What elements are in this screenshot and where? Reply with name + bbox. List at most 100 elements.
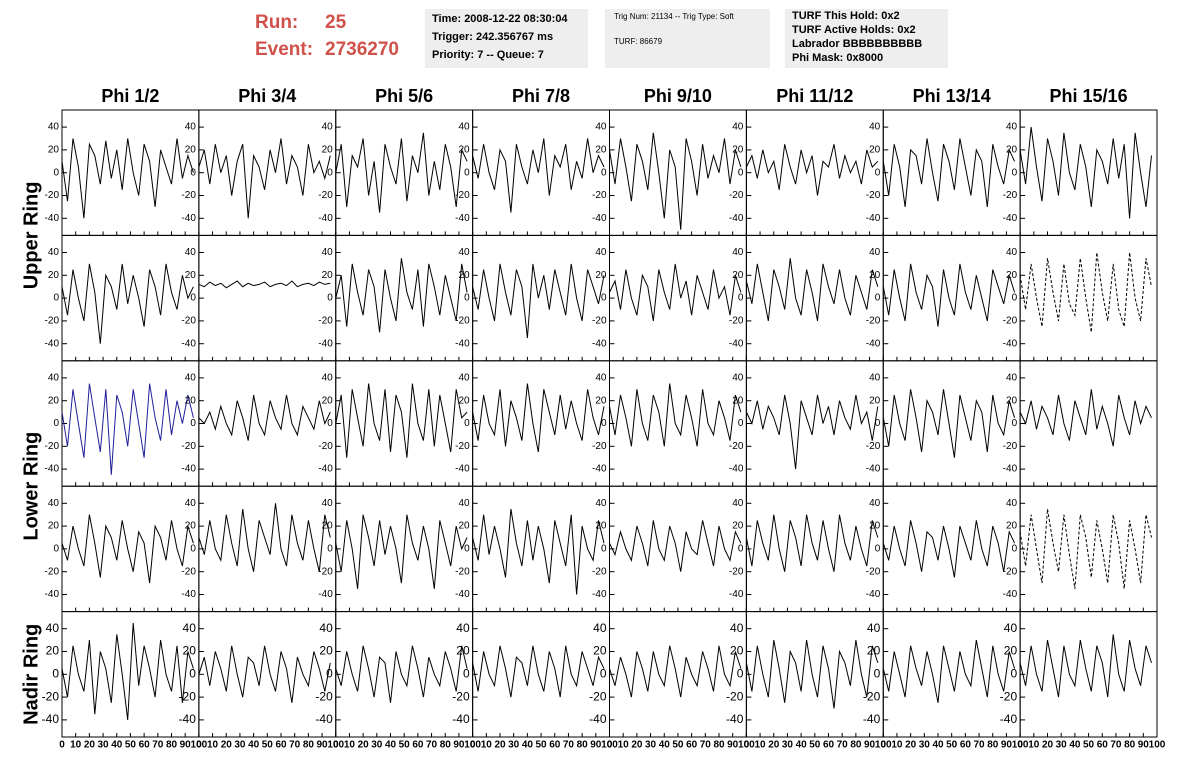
x-tick-label: 0 xyxy=(470,740,476,751)
y-tick-label: 40 xyxy=(869,122,881,133)
y-tick-label: 0 xyxy=(1012,293,1018,304)
y-tick-label: -20 xyxy=(589,689,607,703)
x-tick-label: 60 xyxy=(686,740,698,751)
y-tick-label: 0 xyxy=(190,167,196,178)
x-tick-label: 10 xyxy=(755,740,767,751)
y-tick-label: 20 xyxy=(459,521,471,532)
x-tick-label: 40 xyxy=(111,740,123,751)
event-value: 2736270 xyxy=(325,39,399,60)
y-tick-label: 40 xyxy=(322,373,334,384)
x-tick-label: 80 xyxy=(713,740,725,751)
x-tick-label: 0 xyxy=(607,740,613,751)
x-tick-label: 30 xyxy=(98,740,110,751)
x-tick-label: 90 xyxy=(590,740,602,751)
y-tick-label: 40 xyxy=(1006,373,1018,384)
y-tick-label: 40 xyxy=(869,373,881,384)
info-box xyxy=(785,9,948,68)
y-tick-label: 20 xyxy=(185,521,197,532)
y-tick-label: 0 xyxy=(464,544,470,555)
y-tick-label: 40 xyxy=(869,498,881,509)
y-tick-label: -20 xyxy=(45,190,60,201)
y-tick-label: -20 xyxy=(592,566,607,577)
y-tick-label: -20 xyxy=(863,689,881,703)
x-tick-label: 10 xyxy=(891,740,903,751)
y-tick-label: -20 xyxy=(181,316,196,327)
x-tick-label: 80 xyxy=(166,740,178,751)
y-tick-label: 0 xyxy=(190,293,196,304)
y-tick-label: 40 xyxy=(1006,498,1018,509)
y-tick-label: 20 xyxy=(593,644,607,658)
y-tick-label: 20 xyxy=(459,270,471,281)
y-tick-label: 20 xyxy=(319,644,333,658)
y-tick-label: -20 xyxy=(592,190,607,201)
y-tick-label: 0 xyxy=(601,293,607,304)
x-tick-label: 0 xyxy=(1017,740,1023,751)
y-tick-label: 0 xyxy=(52,666,59,680)
y-tick-label: 20 xyxy=(185,270,197,281)
x-tick-label: 80 xyxy=(577,740,589,751)
info-text: TURF This Hold: 0x2 xyxy=(792,10,900,22)
x-tick-label: 30 xyxy=(234,740,246,751)
y-tick-label: -20 xyxy=(866,190,881,201)
y-tick-label: 0 xyxy=(600,666,607,680)
x-tick-label: 0 xyxy=(744,740,750,751)
x-tick-label: 10 xyxy=(70,740,82,751)
y-tick-label: 20 xyxy=(595,270,607,281)
x-tick-label: 20 xyxy=(221,740,233,751)
x-tick-label: 100 xyxy=(191,740,208,751)
y-tick-label: -40 xyxy=(729,589,744,600)
x-tick-label: 10 xyxy=(1028,740,1040,751)
y-tick-label: 0 xyxy=(327,167,333,178)
y-tick-label: -40 xyxy=(181,589,196,600)
x-tick-label: 70 xyxy=(974,740,986,751)
panel-frame xyxy=(609,234,747,362)
waveform xyxy=(335,514,468,589)
y-tick-label: -20 xyxy=(181,566,196,577)
y-tick-label: 0 xyxy=(53,544,59,555)
waveform xyxy=(335,132,468,213)
x-tick-label: 50 xyxy=(125,740,137,751)
y-tick-label: 20 xyxy=(732,395,744,406)
y-tick-label: -40 xyxy=(455,213,470,224)
y-tick-label: 40 xyxy=(48,498,60,509)
y-tick-label: 0 xyxy=(875,418,881,429)
y-tick-label: 0 xyxy=(1012,544,1018,555)
y-tick-label: -20 xyxy=(1003,190,1018,201)
x-tick-label: 60 xyxy=(275,740,287,751)
y-tick-label: 40 xyxy=(732,247,744,258)
y-tick-label: 40 xyxy=(48,122,60,133)
x-tick-label: 100 xyxy=(464,740,481,751)
y-tick-label: 20 xyxy=(1006,270,1018,281)
x-tick-label: 100 xyxy=(601,740,618,751)
y-tick-label: -40 xyxy=(45,464,60,475)
x-tick-label: 50 xyxy=(672,740,684,751)
x-tick-label: 0 xyxy=(333,740,339,751)
x-tick-label: 80 xyxy=(1124,740,1136,751)
x-tick-label: 60 xyxy=(1097,740,1109,751)
x-tick-label: 10 xyxy=(618,740,630,751)
x-tick-label: 70 xyxy=(837,740,849,751)
y-tick-label: -20 xyxy=(45,441,60,452)
x-tick-label: 0 xyxy=(880,740,886,751)
x-tick-label: 90 xyxy=(727,740,739,751)
y-tick-label: -20 xyxy=(315,689,333,703)
y-tick-label: -20 xyxy=(181,441,196,452)
y-tick-label: -40 xyxy=(45,589,60,600)
y-tick-label: 0 xyxy=(190,544,196,555)
waveform xyxy=(335,383,468,458)
y-tick-label: 0 xyxy=(464,293,470,304)
x-tick-label: 0 xyxy=(196,740,202,751)
panel-frame xyxy=(472,485,610,613)
y-tick-label: 0 xyxy=(875,293,881,304)
panel-frame xyxy=(609,109,747,236)
x-tick-label: 10 xyxy=(344,740,356,751)
y-tick-label: 40 xyxy=(185,373,197,384)
x-tick-label: 30 xyxy=(371,740,383,751)
y-tick-label: -40 xyxy=(181,464,196,475)
waveform xyxy=(198,503,331,572)
waveform xyxy=(472,383,605,453)
y-tick-label: 20 xyxy=(48,395,60,406)
row-label: Nadir Ring xyxy=(20,624,42,725)
y-tick-label: 20 xyxy=(48,521,60,532)
run-value: 25 xyxy=(325,12,347,33)
